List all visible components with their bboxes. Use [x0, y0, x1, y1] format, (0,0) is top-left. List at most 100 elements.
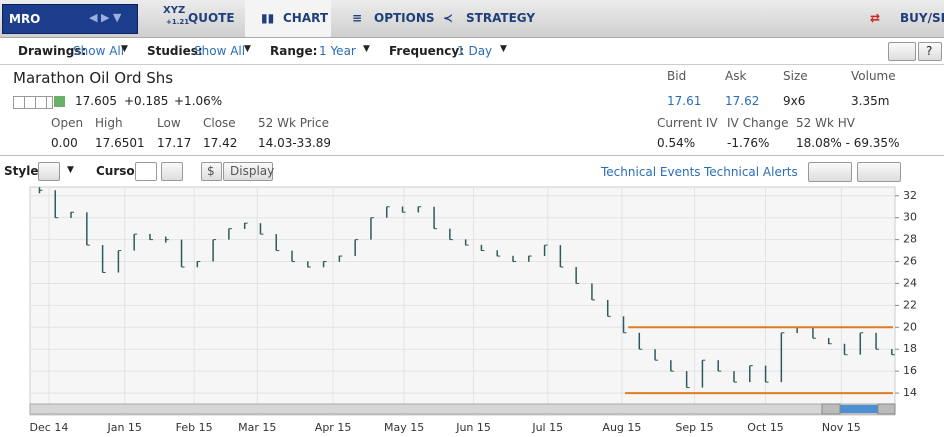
x-tick-label: Nov 15 — [822, 421, 861, 434]
dollar-button[interactable]: $ — [201, 162, 222, 181]
filter-bar: Drawings: Show All ▼ Studies: Show All ▼ Ran… — [0, 38, 944, 65]
stat-label: High — [95, 116, 123, 130]
tab-label: BUY/SELL — [900, 11, 944, 25]
stat-value: -1.76% — [727, 136, 770, 150]
x-tick-label: Aug 15 — [602, 421, 641, 434]
tool-label: Cursor: — [96, 164, 146, 178]
y-tick-label: 28 — [903, 233, 917, 246]
y-tick-label: 32 — [903, 189, 917, 202]
scroll-thumb — [840, 405, 878, 413]
x-tick-label: Mar 15 — [238, 421, 276, 434]
change-pct: +1.06% — [174, 94, 223, 108]
stat-value: 17.62 — [725, 94, 760, 108]
stat-value: 0.54% — [657, 136, 696, 150]
stat-label: IV Change — [727, 116, 789, 130]
stat-value: 18.08% - 69.35% — [796, 136, 900, 150]
x-tick-label: Oct 15 — [747, 421, 784, 434]
display-button[interactable]: Display — [223, 162, 274, 181]
x-tick-label: Jan 15 — [106, 421, 141, 434]
x-tick-label: Apr 15 — [315, 421, 352, 434]
icon: ? — [926, 44, 933, 58]
icon-sub: +1.21 — [166, 18, 190, 26]
button-text: $ — [207, 164, 215, 178]
arrows[interactable]: ◀ ▶ ▼ — [89, 11, 122, 24]
x-tick-label: Feb 15 — [176, 421, 213, 434]
zoom-button[interactable] — [857, 162, 901, 182]
stat-label: 52 Wk HV — [796, 116, 855, 130]
filter-value[interactable]: 1 Day — [457, 44, 493, 58]
y-tick-label: 14 — [903, 386, 917, 399]
icon: ⇄ — [870, 11, 881, 25]
x-tick-label: May 15 — [384, 421, 424, 434]
caret: ▼ — [500, 44, 507, 54]
stat-value: 17.42 — [203, 136, 238, 150]
icon: ≺ — [443, 11, 454, 25]
stat-value: 17.17 — [157, 136, 192, 150]
scroll-handle — [821, 403, 841, 415]
stat-value: 0.00 — [51, 136, 78, 150]
last: 17.605 — [75, 94, 117, 108]
icon: XYZ — [163, 5, 186, 16]
link[interactable]: Technical Alerts — [704, 165, 798, 179]
popout-button[interactable] — [888, 42, 916, 61]
y-tick-label: 30 — [903, 211, 917, 224]
link[interactable]: Technical Events — [601, 165, 701, 179]
icons[interactable] — [13, 96, 53, 109]
caret: ▼ — [244, 44, 251, 54]
security-name: Marathon Oil Ord Shs — [13, 69, 174, 87]
stat-value: 17.61 — [667, 94, 702, 108]
icon: ▮▮ — [261, 11, 275, 25]
stat-label: Bid — [667, 69, 687, 83]
y-tick-label: 22 — [903, 298, 917, 311]
change: +0.185 — [124, 94, 169, 108]
tab-label: CHART — [283, 11, 329, 25]
x-tick-label: Sep 15 — [675, 421, 713, 434]
chart-toolbar: Style: ▼ Cursor: $ Display Technical Eve… — [0, 157, 944, 185]
stat-label: Size — [783, 69, 808, 83]
tool-label: Style: — [4, 164, 44, 178]
chart: 14 16 18 20 22 24 26 28 30 32 Dec 14 Jan 15 Feb 15 Ma… — [29, 186, 917, 434]
filter-label: Drawings: — [18, 44, 87, 58]
x-tick-label: Dec 14 — [30, 421, 69, 434]
icon: ≡ — [352, 11, 363, 25]
tab-active[interactable]: ▮▮ CHART — [245, 0, 331, 37]
stat-label: 52 Wk Price — [258, 116, 329, 130]
y-tick-label: 24 — [903, 276, 917, 289]
scroll-handle — [877, 403, 896, 415]
y-tick-label: 20 — [903, 320, 917, 333]
zoom-button[interactable] — [808, 162, 852, 182]
y-tick-label: 26 — [903, 255, 917, 268]
x-tick-label: Jul 15 — [531, 421, 563, 434]
cursor-button[interactable] — [135, 162, 157, 181]
status — [54, 96, 65, 107]
stat-value: 17.6501 — [95, 136, 145, 150]
tab-label: OPTIONS — [374, 11, 435, 25]
stat-label: Open — [51, 116, 84, 130]
quote-panel: Marathon Oil Ord Shs 17.605 +0.185 +1.06… — [0, 65, 944, 156]
style-button[interactable] — [38, 162, 60, 181]
help-button[interactable]: ? — [918, 42, 942, 61]
pointer-button[interactable] — [161, 162, 183, 181]
y-tick-label: 16 — [903, 364, 917, 377]
stat-label: Volume — [851, 69, 896, 83]
filter-value[interactable]: 1 Year — [319, 44, 356, 58]
filter-value[interactable]: Show All — [194, 44, 246, 58]
stat-value: 14.03-33.89 — [258, 136, 332, 150]
scrollbar — [29, 403, 896, 415]
y-tick-label: 18 — [903, 342, 917, 355]
plot-area — [29, 186, 896, 416]
caret: ▼ — [67, 165, 74, 175]
nav-bar: MRO ◀ ▶ ▼ XYZ +1.21 QUOTE ▮▮ CHART ≡ OPTIONS… — [0, 0, 944, 38]
stat-label: Close — [203, 116, 236, 130]
stat-label: Current IV — [657, 116, 718, 130]
symbol: MRO — [9, 12, 41, 26]
filter-label: Frequency: — [389, 44, 465, 58]
caret: ▼ — [121, 44, 128, 54]
tab-label: STRATEGY — [466, 11, 536, 25]
stat-label: Ask — [725, 69, 747, 83]
symbol-box[interactable]: MRO ◀ ▶ ▼ — [2, 4, 138, 34]
filter-label: Range: — [270, 44, 318, 58]
filter-value[interactable]: Show All — [73, 44, 125, 58]
x-tick-label: Jun 15 — [455, 421, 491, 434]
